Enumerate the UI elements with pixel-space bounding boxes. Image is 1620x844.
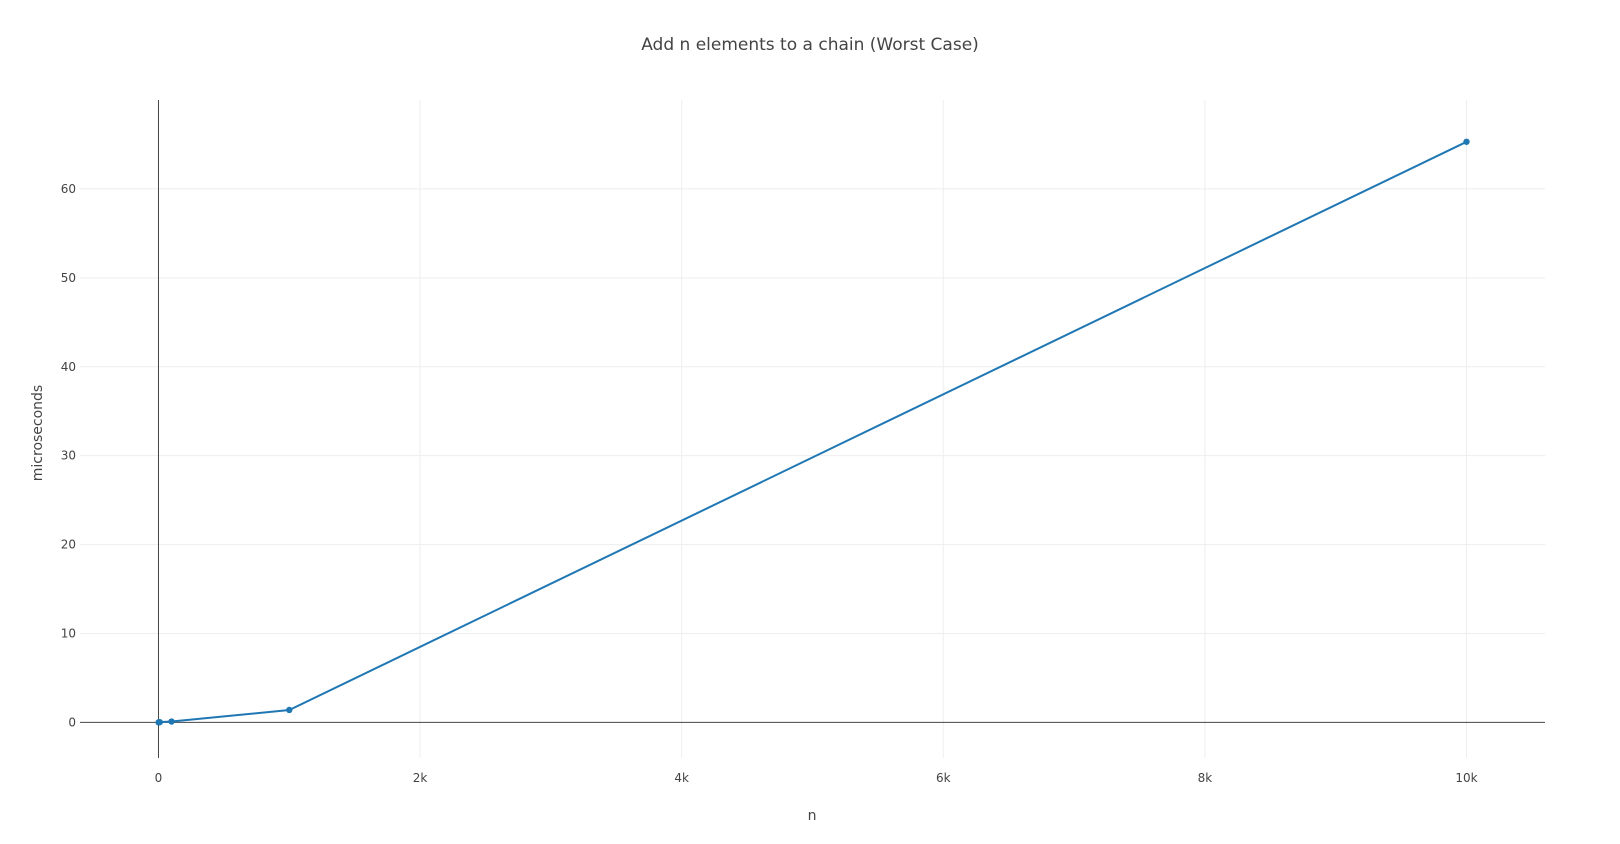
chart-title: Add n elements to a chain (Worst Case) — [641, 35, 979, 55]
x-tick-label: 10k — [1455, 771, 1477, 785]
grid-layer — [80, 100, 1545, 758]
data-point[interactable] — [286, 706, 293, 714]
y-tick-label: 30 — [61, 449, 76, 463]
y-tick-label: 50 — [61, 271, 76, 285]
x-tick-label: 0 — [155, 771, 163, 785]
y-axis-ticks: 0 10 20 30 40 50 60 — [61, 182, 76, 730]
y-axis-title: microseconds — [30, 385, 46, 481]
data-point[interactable] — [168, 718, 175, 725]
series-layer — [155, 138, 1470, 726]
data-point[interactable] — [156, 718, 163, 726]
x-tick-label: 6k — [936, 771, 951, 785]
x-tick-label: 8k — [1198, 771, 1213, 785]
y-tick-label: 20 — [61, 538, 76, 552]
y-tick-label: 10 — [61, 627, 76, 641]
y-tick-label: 0 — [68, 715, 76, 729]
data-point[interactable] — [1463, 138, 1470, 145]
y-tick-label: 40 — [61, 360, 76, 374]
x-tick-label: 2k — [413, 771, 428, 785]
series-line — [158, 140, 1467, 724]
x-axis-ticks: 0 2k 4k 6k 8k 10k — [155, 771, 1478, 785]
zero-lines — [80, 100, 1545, 758]
x-tick-label: 4k — [674, 771, 689, 785]
y-tick-label: 60 — [61, 182, 76, 196]
x-axis-title: n — [808, 808, 817, 824]
